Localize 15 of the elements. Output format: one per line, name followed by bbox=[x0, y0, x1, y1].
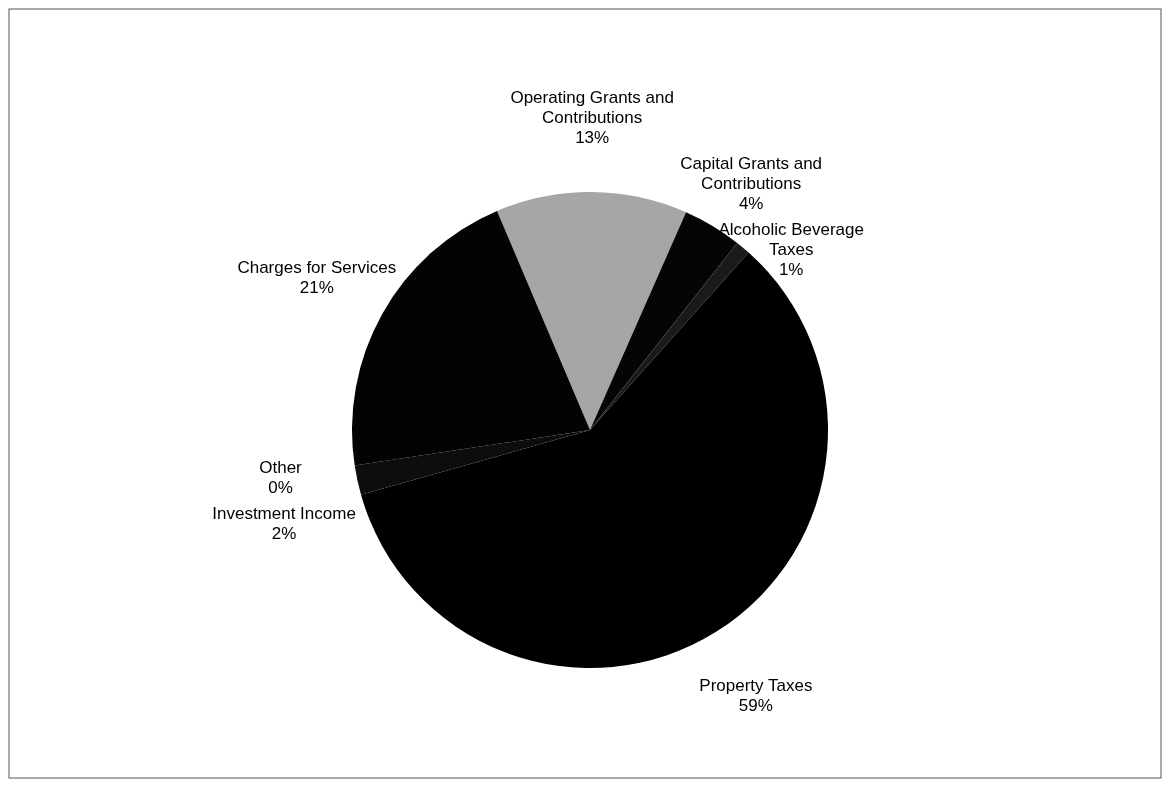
slice-label: Property Taxes bbox=[699, 676, 813, 696]
data-label: 13% bbox=[575, 128, 610, 148]
slice-label: Operating Grants and Contributions bbox=[510, 88, 674, 128]
data-label: 59% bbox=[738, 696, 773, 716]
data-label: 2% bbox=[271, 523, 297, 543]
text: 0% bbox=[268, 477, 293, 497]
slice-label: Charges for Services bbox=[237, 258, 397, 278]
category-label: Other bbox=[259, 457, 302, 477]
slice-label: Investment Income bbox=[212, 503, 356, 523]
data-label: 4% bbox=[738, 194, 764, 214]
pie-slice bbox=[497, 192, 687, 430]
data-label: 1% bbox=[778, 260, 804, 280]
data-label: 21% bbox=[299, 278, 334, 298]
slice-label: Capital Grants and Contributions bbox=[680, 154, 823, 194]
slice-label: Alcoholic Beverage Taxes bbox=[718, 220, 864, 260]
